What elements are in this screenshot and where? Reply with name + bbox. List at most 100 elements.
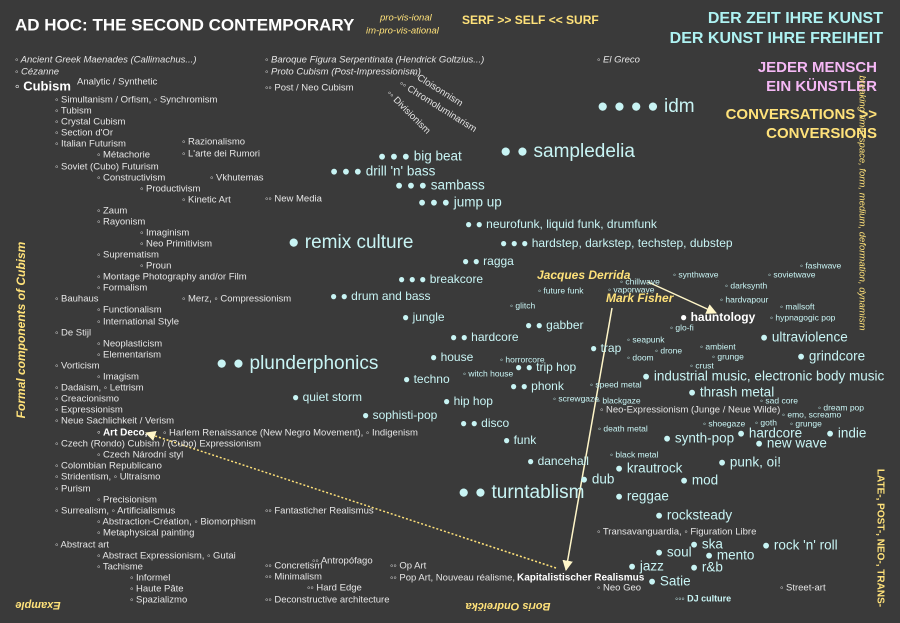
art-movement: ◦ Suprematism [97,250,159,261]
music-genre: ● ska [690,537,723,552]
music-genre: ● dancehall [527,454,589,468]
music-genre: ◦ crust [690,360,714,370]
art-movement: ◦ Merz, ◦ Compressionism [182,294,291,305]
art-movement: ◦◦ Hard Edge [307,583,362,594]
music-genre: ● quiet storm [292,390,362,404]
side-label: Boris Ondreička [466,600,551,612]
music-genre: ● grindcore [797,349,865,364]
music-genre: ● ● disco [460,416,510,430]
music-genre: ◦ synthwave [673,269,719,279]
art-movement: ◦◦ Deconstructive architecture [265,595,389,606]
music-genre: ● rock 'n' roll [762,538,838,553]
art-movement: ◦ Tachisme [97,562,143,573]
art-movement: ◦ Czech (Rondo) Cubism / (Cubo) Expressi… [55,439,261,450]
art-movement: ◦ Kinetic Art [182,195,231,206]
music-genre: ◦◦◦ DJ culture [675,593,731,603]
music-genre: ● ● turntablism [458,482,584,503]
motto: DER ZEIT IHRE KUNST [708,10,883,27]
art-movement: ◦ Transavanguardia, ◦ Figuration Libre [597,527,756,538]
art-movement: ◦◦ Fantasticher Realismus [265,506,374,517]
music-genre: ● ● gabber [525,318,584,332]
art-movement: ◦◦ Concretism [265,561,322,572]
music-genre: ◦ dream pop [818,402,864,412]
music-genre: ● funk [503,433,537,447]
motto: CONVERSIONS [766,125,877,142]
music-genre: ● ● ● ● idm [597,96,695,117]
art-movement: ◦ Street-art [780,583,826,594]
music-genre: ◦ grunge [712,351,744,361]
music-genre: ◦ glo-fi [670,322,694,332]
art-movement: ◦ Neo Geo [597,583,641,594]
music-genre: ● ● drum and bass [330,289,431,303]
music-genre: ● ● plunderphonics [216,353,378,374]
music-genre: ● ● ● big beat [378,149,462,164]
art-movement: ◦ Abstract Expressionism, ◦ Gutai [97,551,236,562]
art-movement: ◦ Metaphysical painting [97,528,194,539]
music-genre: ◦ hypnagogic pop [770,312,836,322]
art-movement: ◦ Abstraction-Création, ◦ Biomorphism [97,517,256,528]
music-genre: ● sophisti-pop [362,408,438,422]
music-genre: ● punk, oi! [718,455,781,470]
music-genre: ◦ chillwave [620,276,660,286]
art-movement: Analytic / Synthetic [77,77,158,88]
art-movement: ◦ Expressionism [55,405,123,416]
art-movement: ◦ El Greco [597,55,640,66]
side-label: Example [15,599,60,611]
art-movement: ◦◦ Post / Neo Cubism [265,83,354,94]
music-genre: ● remix culture [288,232,414,253]
music-genre: ◦ emo, screamo [782,409,841,419]
art-movement: ◦ Art Deco, [97,428,148,439]
art-movement: ◦ Colombian Republicano [55,461,162,472]
art-movement: ◦ Neo-Expressionism (Junge / Neue Wilde) [600,405,780,416]
music-genre: ● ● hardcore [450,330,519,344]
music-genre: ◦ fashwave [800,260,842,270]
music-genre: ● jazz [628,559,664,574]
art-movement: Kapitalistischer Realismus [517,573,645,584]
music-genre: ◦ mallsoft [780,301,815,311]
music-genre: ● r&b [690,560,723,575]
art-movement: ◦ Baroque Figura Serpentinata (Hendrick … [265,55,484,66]
music-genre: ◦ seapunk [627,334,665,344]
music-genre: ● dub [580,472,614,487]
music-genre: ◦ sad core [760,395,798,405]
art-movement: ◦ International Style [97,317,179,328]
art-movement: ◦ Imaginism [140,228,189,239]
music-genre: ● synth-pop [663,431,734,446]
music-genre: ◦ goth [755,417,777,427]
art-movement: ◦ Stridentism, ◦ Ultraísmo [55,472,160,483]
art-movement: ◦ Abstract art [55,540,109,551]
motto: CONVERSATIONS >> [726,106,878,123]
art-movement: ◦ Ancient Greek Maenades (Callimachus...… [15,55,196,66]
art-movement: ◦ Czech Národní styl [97,450,183,461]
music-genre: ● ● sampledelia [500,141,635,162]
art-movement: ◦ Precisionism [97,495,157,506]
title: AD HOC: THE SECOND CONTEMPORARY [15,15,355,34]
music-genre: ● ● ● breakcore [398,272,483,286]
music-genre: ● soul [655,545,692,560]
motto: EIN KÜNSTLER [766,78,877,95]
art-movement: ◦ Harlem Renaissance (New Negro Movement… [163,428,418,439]
art-movement: ◦ Dadaism, ◦ Lettrism [55,383,144,394]
art-movement: ◦ Vorticism [55,361,100,372]
art-movement: ◦ Neoplasticism [97,339,162,350]
music-genre: ◦ speed metal [590,379,642,389]
art-movement: ◦ Vkhutemas [210,173,264,184]
art-movement: ◦ Productivism [140,184,200,195]
music-genre: ◦ vaporwave [608,284,655,294]
music-genre: ● trap [590,341,622,355]
music-genre: ● techno [403,372,450,386]
art-movement: ◦ Cubism [15,78,71,93]
art-movement: ◦ Montage Photography and/or Film [97,272,247,283]
art-movement: ◦ Creacionismo [55,394,119,405]
music-genre: ● krautrock [615,461,683,476]
art-movement: ◦ Simultanism / Orfism, ◦ Synchromism [55,95,218,106]
music-genre: ● ● phonk [510,379,565,393]
side-label: LATE-, POST-, NEO-, TRANS- [874,469,885,607]
arrow [647,281,717,314]
improvisational: im-pro-vis-ational [366,26,440,37]
music-genre: ● hauntology [680,310,756,324]
provisional: pro-vis-ional [379,13,433,24]
music-genre: ◦ horrorcore [500,354,545,364]
music-genre: ◦ future funk [538,285,584,295]
music-genre: ◦ ambient [700,341,736,351]
